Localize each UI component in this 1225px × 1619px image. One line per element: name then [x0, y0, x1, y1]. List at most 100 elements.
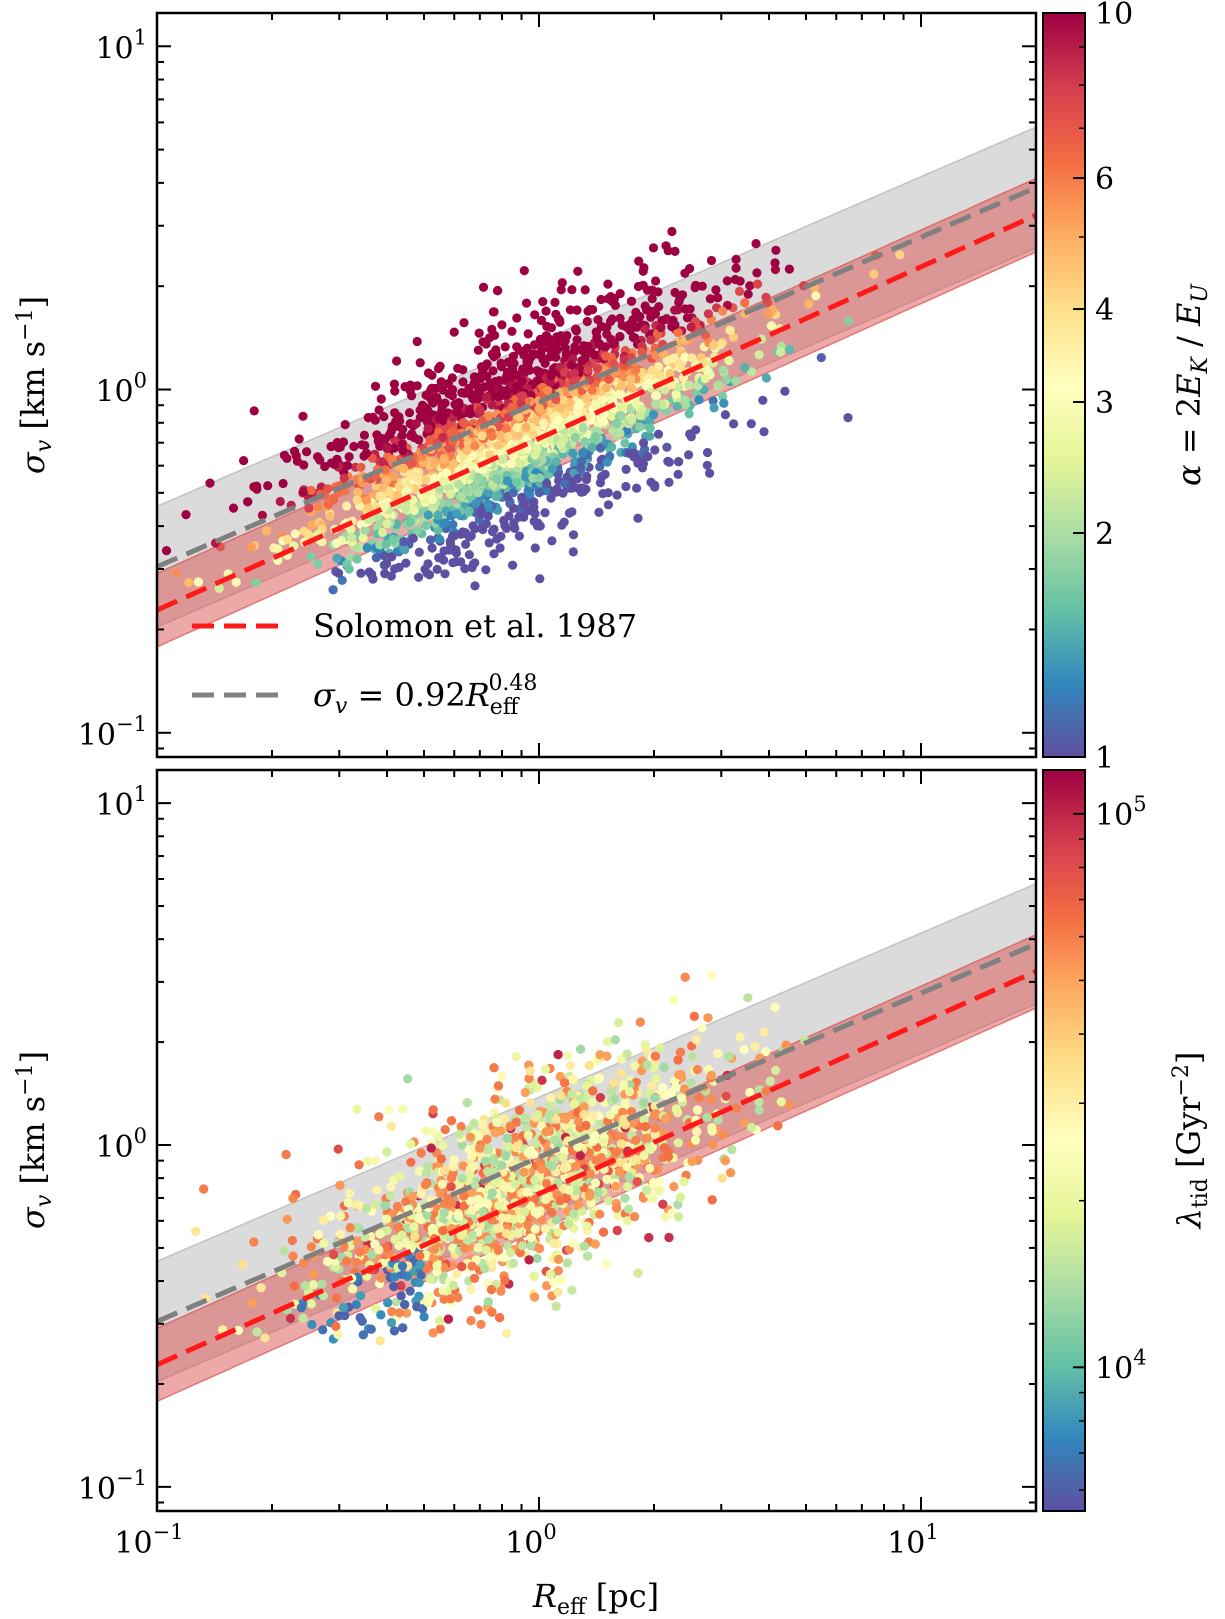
- data-point: [784, 264, 795, 274]
- data-point: [642, 1133, 652, 1143]
- data-point: [612, 490, 622, 500]
- data-point: [647, 365, 658, 376]
- data-point: [670, 287, 680, 298]
- data-point: [345, 1189, 355, 1199]
- data-point: [378, 527, 388, 538]
- data-point: [440, 569, 450, 579]
- data-point: [456, 1121, 466, 1132]
- data-point: [632, 1177, 643, 1187]
- data-point: [773, 1121, 783, 1131]
- data-point: [262, 526, 272, 536]
- data-point: [435, 534, 445, 544]
- data-point: [725, 325, 735, 335]
- data-point: [573, 266, 583, 276]
- data-point: [336, 1211, 346, 1221]
- data-point: [615, 428, 625, 438]
- data-point: [562, 1258, 573, 1268]
- data-point: [437, 411, 447, 421]
- data-point: [615, 332, 625, 342]
- data-point: [519, 500, 529, 510]
- data-point: [478, 282, 489, 292]
- data-point: [466, 1316, 476, 1326]
- data-point: [664, 477, 674, 487]
- data-point: [389, 443, 399, 453]
- data-point: [439, 546, 449, 556]
- data-point: [672, 401, 682, 412]
- data-point: [653, 287, 663, 297]
- data-point: [430, 473, 440, 483]
- data-point: [306, 1299, 316, 1309]
- data-point: [532, 1110, 543, 1120]
- data-point: [523, 1130, 533, 1140]
- data-point: [375, 491, 385, 501]
- data-point: [651, 391, 661, 401]
- data-point: [613, 1018, 624, 1028]
- data-point: [395, 416, 405, 426]
- data-point: [612, 1203, 622, 1213]
- data-point: [462, 1098, 472, 1108]
- data-point: [721, 1091, 731, 1101]
- data-point: [433, 510, 443, 520]
- data-point: [583, 365, 593, 375]
- data-point: [390, 408, 400, 418]
- data-point: [473, 488, 483, 498]
- data-point: [349, 441, 359, 452]
- data-point: [547, 464, 558, 474]
- data-point: [501, 1228, 511, 1239]
- data-point: [722, 276, 732, 286]
- data-point: [551, 1301, 561, 1311]
- data-point: [702, 460, 712, 470]
- data-point: [497, 1071, 507, 1081]
- data-point: [743, 289, 753, 299]
- data-point: [530, 543, 540, 553]
- data-point: [550, 297, 560, 307]
- data-point: [650, 445, 660, 455]
- data-point: [675, 361, 685, 371]
- data-point: [306, 1242, 316, 1252]
- data-point: [572, 335, 582, 345]
- data-point: [497, 1213, 507, 1223]
- data-point: [579, 1241, 590, 1251]
- data-point: [556, 285, 566, 295]
- data-point: [706, 970, 717, 980]
- data-point: [359, 430, 369, 440]
- data-point: [528, 429, 538, 439]
- data-point: [414, 1214, 424, 1224]
- data-point: [591, 400, 601, 410]
- data-point: [761, 373, 772, 383]
- data-point: [740, 1118, 750, 1128]
- data-point: [638, 438, 649, 448]
- data-point: [281, 1149, 291, 1160]
- data-point: [735, 1032, 745, 1042]
- data-point: [595, 1050, 605, 1060]
- data-point: [624, 1087, 635, 1097]
- data-point: [507, 364, 518, 375]
- data-point: [410, 471, 420, 482]
- data-point: [674, 297, 684, 307]
- data-point: [473, 1305, 483, 1315]
- data-point: [481, 565, 491, 575]
- data-point: [355, 1291, 366, 1301]
- data-point: [761, 1086, 771, 1096]
- data-point: [492, 474, 502, 484]
- data-point: [510, 1132, 520, 1142]
- data-point: [458, 418, 468, 428]
- data-point: [542, 1281, 552, 1291]
- data-point: [568, 448, 578, 458]
- data-point: [700, 374, 710, 384]
- data-point: [487, 1307, 497, 1317]
- data-point: [308, 1280, 319, 1290]
- data-point: [381, 1242, 391, 1252]
- data-point: [761, 292, 771, 302]
- data-point: [541, 306, 551, 316]
- data-point: [595, 443, 606, 453]
- data-point: [427, 495, 438, 505]
- data-point: [761, 1047, 771, 1057]
- data-point: [389, 379, 399, 389]
- data-point: [575, 463, 586, 473]
- data-point: [603, 488, 613, 498]
- colorbar-tick-label: 3: [1095, 386, 1114, 421]
- data-point: [560, 479, 570, 489]
- data-point: [691, 1035, 702, 1045]
- data-point: [389, 1326, 399, 1336]
